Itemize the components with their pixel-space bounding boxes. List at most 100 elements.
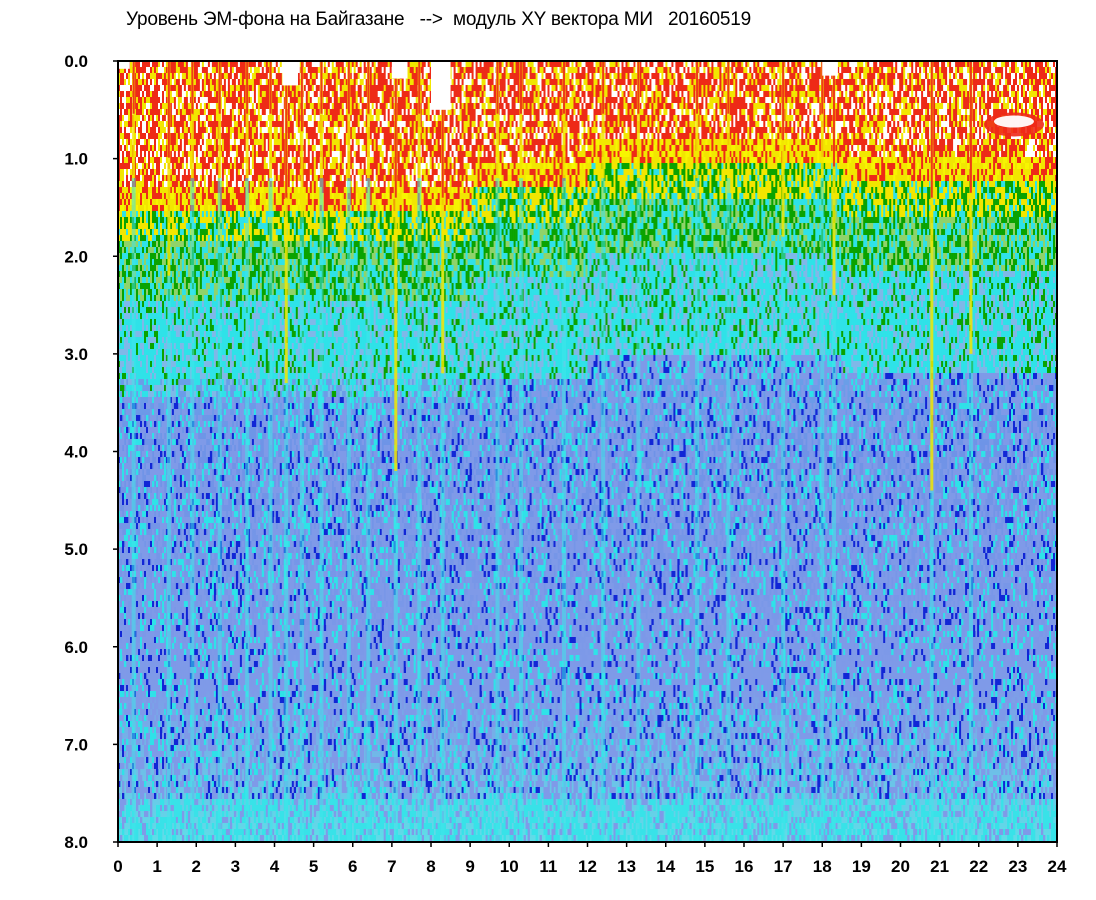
heatmap-cell — [162, 259, 164, 265]
heatmap-cell — [154, 763, 156, 769]
heatmap-cell — [138, 187, 140, 193]
heatmap-cell — [156, 163, 158, 169]
heatmap-cell — [162, 499, 164, 505]
heatmap-cell — [140, 625, 142, 631]
heatmap-cell — [120, 517, 122, 523]
heatmap-cell — [144, 403, 146, 409]
heatmap-cell — [156, 337, 158, 343]
heatmap-cell — [142, 85, 144, 91]
heatmap-cell — [158, 835, 160, 841]
heatmap-cell — [120, 511, 122, 517]
heatmap-cell — [128, 319, 130, 325]
heatmap-cell — [154, 139, 156, 145]
heatmap-cell — [126, 499, 128, 505]
heatmap-cell — [136, 169, 138, 175]
heatmap-cell — [136, 829, 138, 835]
heatmap-cell — [158, 655, 160, 661]
heatmap-cell — [128, 151, 130, 157]
heatmap-cell — [128, 295, 130, 301]
heatmap-cell — [146, 103, 148, 109]
heatmap-cell — [126, 571, 128, 577]
heatmap-cell — [122, 403, 124, 409]
heatmap-cell — [158, 247, 160, 253]
heatmap-cell — [140, 253, 142, 259]
heatmap-cell — [144, 643, 146, 649]
heatmap-cell — [148, 79, 150, 85]
heatmap-cell — [162, 187, 164, 193]
heatmap-cell — [142, 145, 144, 151]
heatmap-cell — [136, 349, 138, 355]
heatmap-cell — [126, 151, 128, 157]
heatmap-cell — [120, 721, 122, 727]
heatmap-cell — [138, 133, 140, 139]
heatmap-cell — [140, 349, 142, 355]
heatmap-cell — [154, 235, 156, 241]
heatmap-cell — [160, 661, 162, 667]
heatmap-cell — [138, 319, 140, 325]
heatmap-cell — [148, 661, 150, 667]
heatmap-cell — [136, 625, 138, 631]
heatmap-cell — [136, 103, 138, 109]
heatmap-cell — [126, 481, 128, 487]
heatmap-cell — [146, 823, 148, 829]
heatmap-cell — [150, 367, 152, 373]
heatmap-cell — [154, 727, 156, 733]
heatmap-cell — [148, 91, 150, 97]
heatmap-cell — [152, 109, 154, 115]
heatmap-cell — [144, 649, 146, 655]
heatmap-cell — [136, 181, 138, 187]
heatmap-cell — [142, 217, 144, 223]
heatmap-cell — [154, 67, 156, 73]
heatmap-cell — [144, 373, 146, 379]
heatmap-cell — [150, 457, 152, 463]
heatmap-cell — [122, 295, 124, 301]
heatmap-cell — [150, 373, 152, 379]
heatmap-cell — [140, 595, 142, 601]
heatmap-cell — [144, 805, 146, 811]
heatmap-cell — [142, 121, 144, 127]
heatmap-cell — [126, 331, 128, 337]
heatmap-cell — [150, 289, 152, 295]
heatmap-cell — [126, 319, 128, 325]
heatmap-cell — [146, 217, 148, 223]
heatmap-cell — [158, 541, 160, 547]
heatmap-cell — [146, 661, 148, 667]
heatmap-cell — [162, 283, 164, 289]
heatmap-cell — [154, 229, 156, 235]
heatmap-cell — [128, 217, 130, 223]
heatmap-cell — [146, 547, 148, 553]
heatmap-cell — [152, 655, 154, 661]
heatmap-cell — [126, 139, 128, 145]
heatmap-cell — [138, 709, 140, 715]
heatmap-cell — [146, 199, 148, 205]
heatmap-cell — [162, 205, 164, 211]
heatmap-cell — [146, 451, 148, 457]
heatmap-cell — [152, 157, 154, 163]
heatmap-cell — [120, 163, 122, 169]
heatmap-cell — [156, 481, 158, 487]
heatmap-cell — [152, 553, 154, 559]
heatmap-cell — [160, 211, 162, 217]
heatmap-cell — [154, 97, 156, 103]
heatmap-cell — [150, 217, 152, 223]
heatmap-cell — [156, 283, 158, 289]
heatmap-cell — [124, 379, 126, 385]
heatmap-cell — [158, 475, 160, 481]
heatmap-cell — [152, 595, 154, 601]
heatmap-cell — [154, 151, 156, 157]
heatmap-cell — [136, 247, 138, 253]
heatmap-cell — [128, 127, 130, 133]
heatmap-cell — [140, 439, 142, 445]
heatmap-cell — [142, 799, 144, 805]
heatmap-cell — [152, 565, 154, 571]
heatmap-cell — [150, 511, 152, 517]
heatmap-cell — [154, 355, 156, 361]
heatmap-cell — [128, 379, 130, 385]
heatmap-cell — [122, 535, 124, 541]
heatmap-cell — [156, 649, 158, 655]
heatmap-cell — [148, 583, 150, 589]
heatmap-cell — [122, 247, 124, 253]
heatmap-cell — [128, 565, 130, 571]
heatmap-cell — [140, 571, 142, 577]
heatmap-cell — [158, 265, 160, 271]
